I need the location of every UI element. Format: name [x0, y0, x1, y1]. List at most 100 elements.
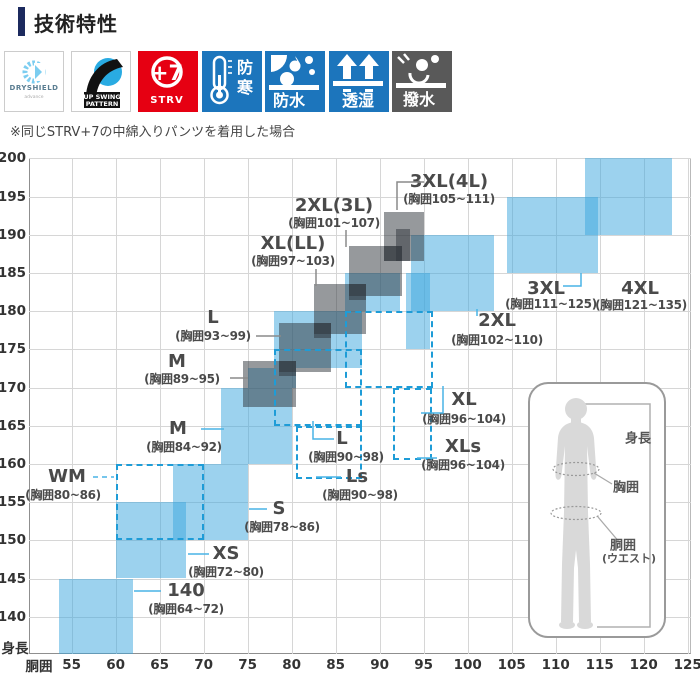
- x-tick-label: 115: [585, 657, 614, 673]
- x-tick-label: 90: [370, 657, 390, 673]
- up-swing-pattern-icon: UP SWING PATTERN: [83, 58, 123, 108]
- size-label-l-gray: L: [207, 307, 219, 328]
- y-tick-label: 190: [0, 226, 26, 243]
- title-accent-bar: [18, 7, 25, 36]
- gridline-y: [29, 234, 691, 236]
- svg-text:+7: +7: [151, 61, 183, 85]
- size-label-l-blue: L: [336, 428, 348, 449]
- thermometer-icon: 防 寒: [210, 55, 254, 105]
- tech-icon-bousui: 防水: [265, 51, 325, 112]
- size-sublabel-wm: (胸囲80~86): [25, 488, 101, 502]
- size-label-wm: WM: [48, 466, 86, 487]
- size-label-ls: Ls: [345, 466, 369, 487]
- body-silhouette: [550, 398, 651, 629]
- size-label-2xl-3l: 2XL(3L): [294, 195, 374, 216]
- x-tick-label: 55: [62, 657, 82, 673]
- measurement-legend-box: [528, 382, 666, 638]
- size-sublabel-xls: (胸囲96~104): [421, 458, 505, 472]
- svg-text:STRV: STRV: [150, 95, 183, 106]
- y-tick-label: 150: [0, 532, 26, 549]
- svg-text:防: 防: [237, 58, 253, 77]
- gridline-y: [29, 196, 691, 198]
- size-sublabel-140: (胸囲64~72): [148, 602, 224, 616]
- size-label-3xl-4l: 3XL(4L): [409, 171, 489, 192]
- size-label-140: 140: [167, 580, 205, 601]
- svg-text:撥水: 撥水: [403, 90, 436, 109]
- svg-text:PATTERN: PATTERN: [86, 100, 119, 108]
- y-tick-label: 195: [0, 188, 26, 205]
- size-sublabel-xl-ll: (胸囲97~103): [251, 254, 335, 268]
- size-label-xl-ll: XL(LL): [260, 233, 326, 254]
- size-sublabel-4xl-blue: (胸囲121~135): [595, 298, 687, 312]
- footnote: ※同じSTRV+7の中綿入りパンツを着用した場合: [10, 125, 296, 140]
- size-sublabel-xs: (胸囲72~80): [188, 565, 264, 579]
- y-tick-label: 140: [0, 608, 26, 625]
- x-tick-label: 105: [497, 657, 526, 673]
- height-bracket-line: [575, 403, 651, 628]
- size-sublabel-2xl-3l: (胸囲101~107): [288, 216, 380, 230]
- size-label-m-gray: M: [168, 351, 186, 372]
- gridline-y: [29, 616, 691, 618]
- gridline-y: [29, 578, 691, 580]
- size-sublabel-m-blue: (胸囲84~92): [146, 440, 222, 454]
- waist-leader-line: [597, 516, 621, 544]
- size-region-4xl: [584, 158, 672, 235]
- waterproof-icon: 防水: [269, 55, 319, 110]
- y-tick-label: 185: [0, 264, 26, 281]
- svg-text:透湿: 透湿: [342, 91, 374, 110]
- tech-icon-boukan: 防 寒: [202, 51, 262, 112]
- y-tick-label: 180: [0, 303, 26, 320]
- svg-text:防水: 防水: [273, 91, 306, 110]
- gridline-y: [29, 502, 691, 504]
- x-tick-label: 65: [150, 657, 170, 673]
- dashed-region-xls: [392, 387, 433, 461]
- size-region-s: [172, 463, 248, 541]
- strv-plus7-icon: +7 STRV: [150, 56, 183, 106]
- y-tick-label: 160: [0, 455, 26, 472]
- chest-leader-line: [593, 472, 613, 485]
- gridline-x: [335, 158, 337, 654]
- gridline-x: [203, 158, 205, 654]
- x-tick-label: 85: [326, 657, 346, 673]
- size-sublabel-3xl-4l: (胸囲105~111): [403, 192, 495, 206]
- page-title: 技術特性: [34, 12, 118, 36]
- gridline-y: [29, 540, 691, 542]
- size-sublabel-s: (胸囲78~86): [244, 520, 320, 534]
- size-label-m-blue: M: [169, 418, 187, 439]
- size-sublabel-xl-blue: (胸囲96~104): [422, 412, 506, 426]
- gridline-x: [511, 158, 513, 654]
- size-sublabel-l-gray: (胸囲93~99): [175, 329, 251, 343]
- tech-icon-strv-plus7: +7 STRV: [138, 51, 198, 112]
- figure-waist-label: 胴囲: [609, 538, 637, 554]
- size-sublabel-3xl-blue: (胸囲111~125): [505, 297, 597, 311]
- y-axis-title: 身長: [1, 641, 29, 657]
- y-tick-label: 165: [0, 417, 26, 434]
- size-label-4xl-blue: 4XL: [621, 278, 659, 299]
- water-repellent-icon: 撥水: [396, 53, 446, 109]
- svg-text:寒: 寒: [236, 78, 254, 97]
- y-tick-label: 175: [0, 341, 26, 358]
- svg-text:UP SWING: UP SWING: [83, 93, 120, 101]
- x-tick-label: 120: [629, 657, 658, 673]
- x-tick-label: 95: [414, 657, 434, 673]
- svg-text:advance: advance: [24, 94, 43, 100]
- size-label-2xl-blue: 2XL: [478, 310, 516, 331]
- dashed-region-wm: [115, 463, 204, 541]
- svg-text:DRYSHIELD: DRYSHIELD: [10, 84, 59, 92]
- gridline-x: [379, 158, 381, 654]
- size-sublabel-ls: (胸囲90~98): [322, 488, 398, 502]
- x-tick-label: 100: [453, 657, 482, 673]
- gray-marker-notch: [395, 228, 411, 262]
- y-tick-label: 170: [0, 379, 26, 396]
- breathable-icon: 透湿: [333, 54, 383, 110]
- figure-chest-label: 胸囲: [612, 480, 640, 496]
- gridline-x: [159, 158, 161, 654]
- dryshield-icon: DRYSHIELD advance: [10, 60, 59, 100]
- size-label-s: S: [272, 498, 286, 519]
- x-axis-title: 胴囲: [25, 659, 53, 675]
- human-figure: [555, 398, 597, 629]
- tech-icon-up-swing-pattern: UP SWING PATTERN: [71, 51, 131, 112]
- size-label-xls: XLs: [444, 436, 482, 457]
- y-tick-label: 145: [0, 570, 26, 587]
